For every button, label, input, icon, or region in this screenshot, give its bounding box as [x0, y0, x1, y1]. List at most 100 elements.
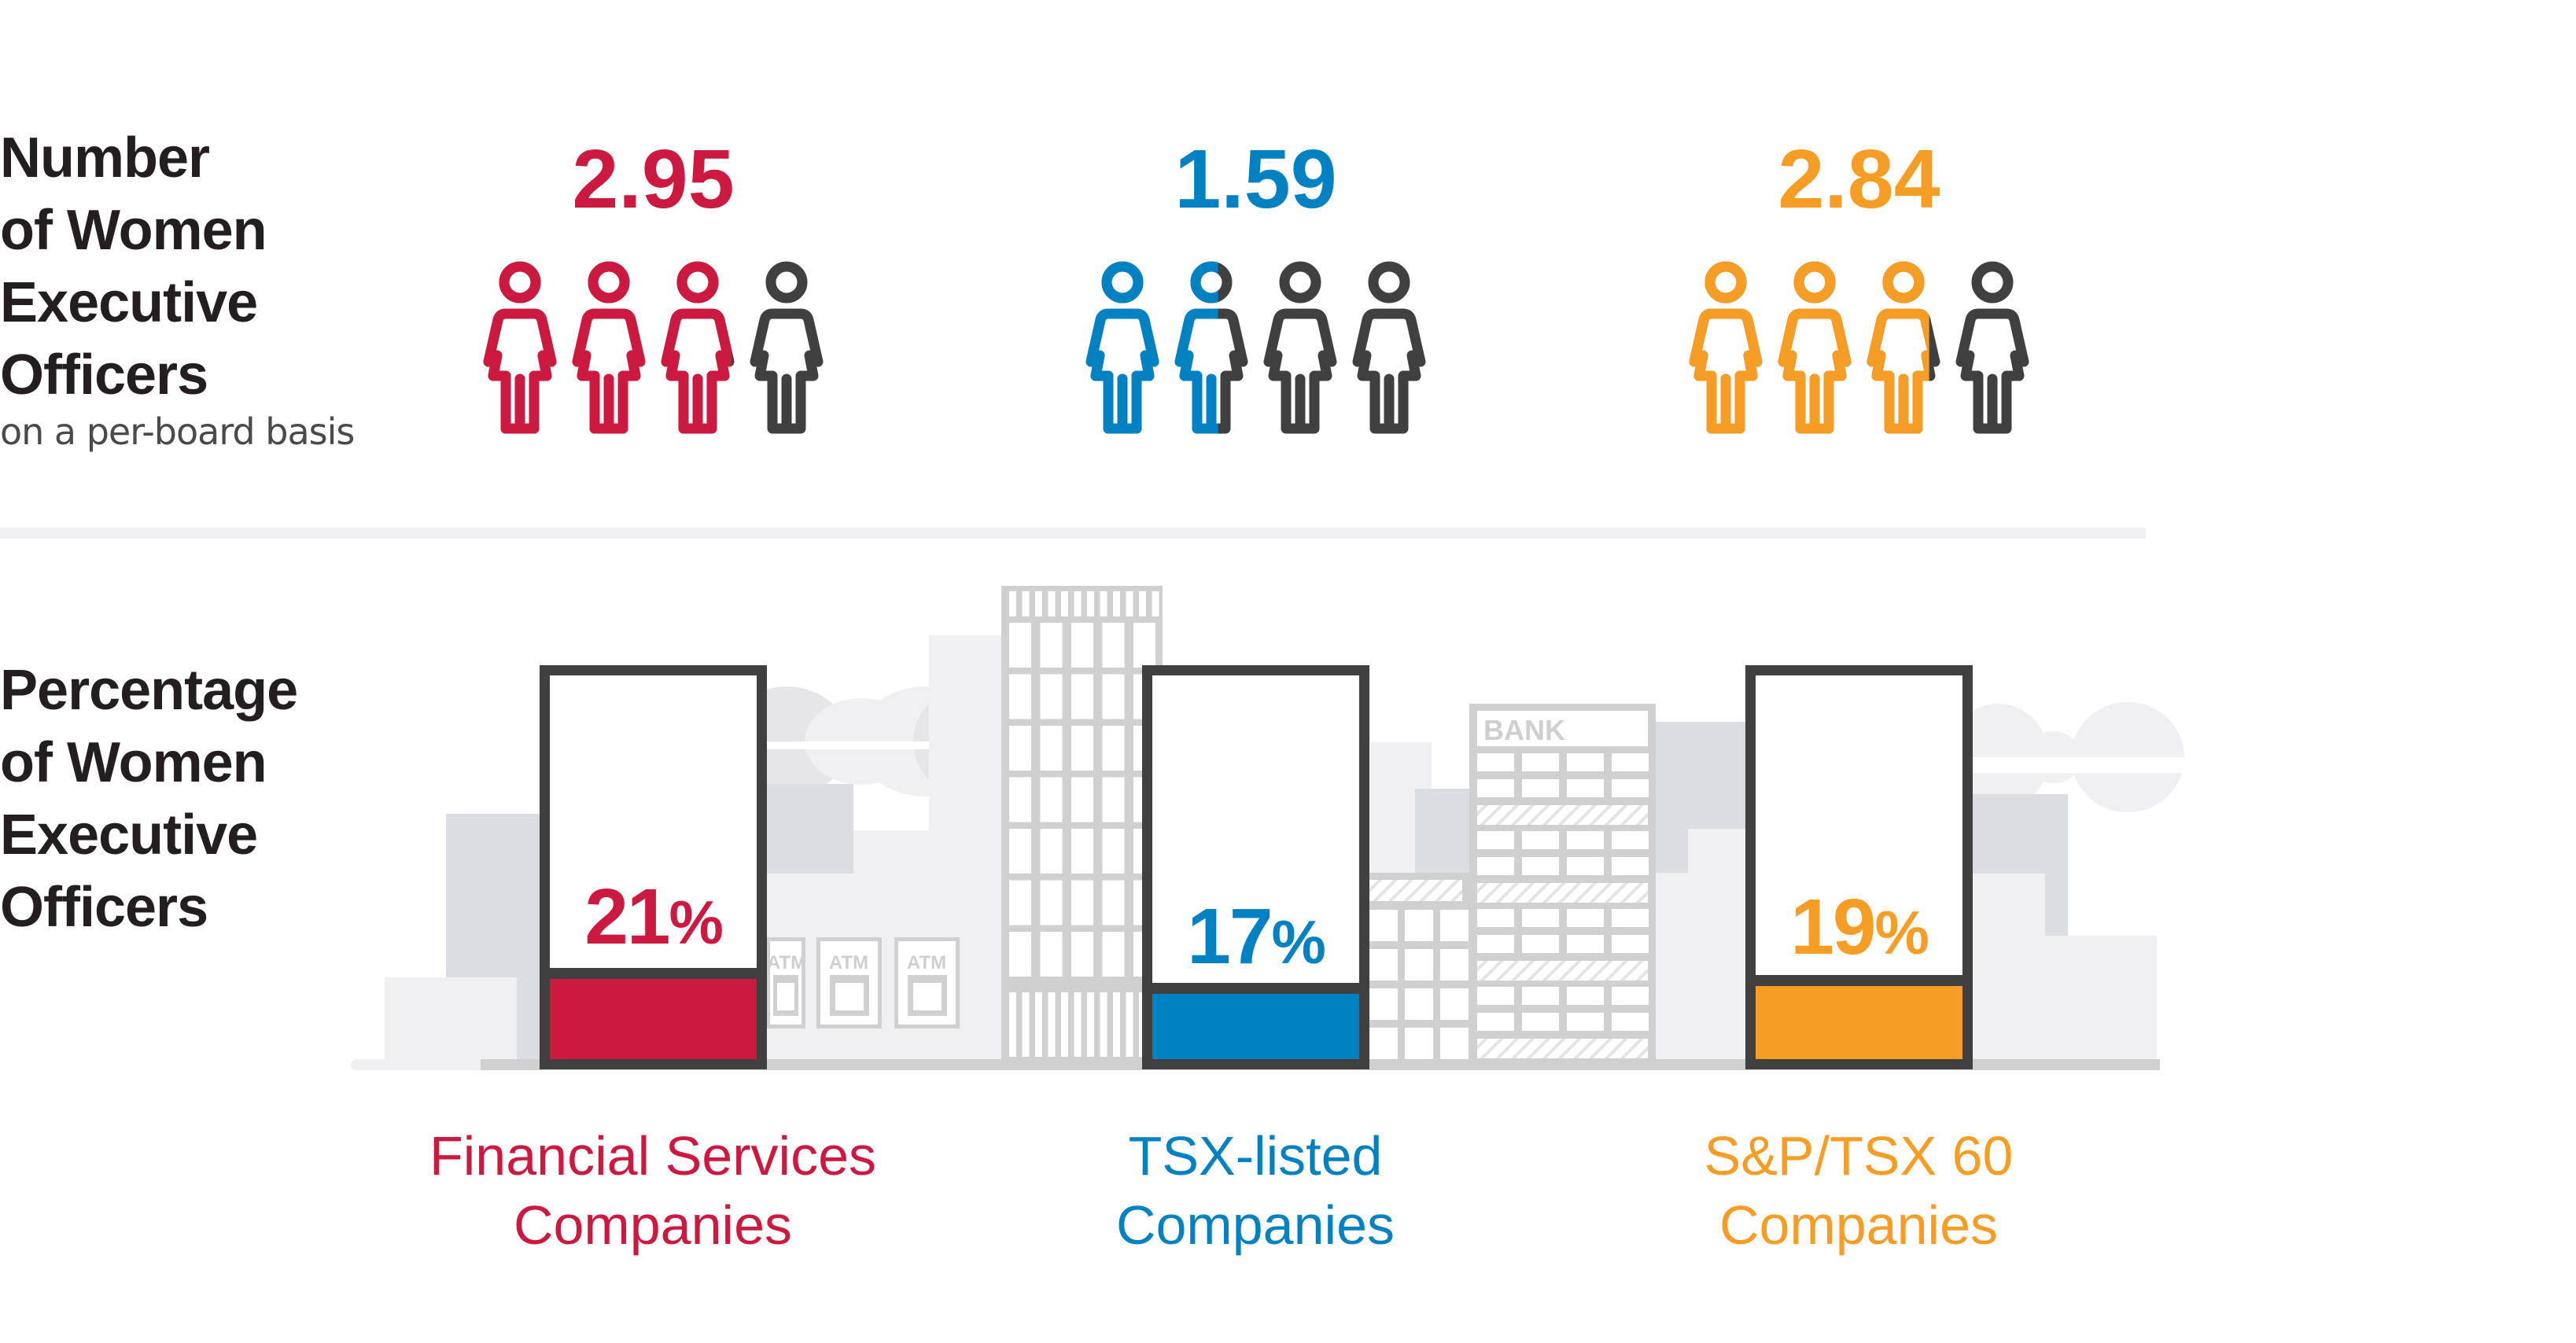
window — [1477, 1013, 1514, 1031]
woman-icon — [1689, 261, 1763, 434]
financial-percentage-value: 21% — [550, 878, 757, 962]
window — [1102, 829, 1125, 874]
window — [1102, 932, 1125, 977]
window — [1440, 1028, 1469, 1059]
window — [1405, 988, 1433, 1020]
window — [1567, 935, 1604, 953]
window — [1009, 932, 1031, 977]
window — [1369, 949, 1398, 981]
window — [1405, 949, 1433, 981]
woman-icon — [1778, 261, 1852, 434]
ground-line — [351, 1059, 485, 1070]
sp-category-label: S&P/TSX 60 Companies — [1583, 1121, 2134, 1260]
window — [1009, 829, 1031, 874]
tsx-percentage-value: 17% — [1152, 897, 1359, 981]
title-line: Officers — [0, 344, 208, 407]
window — [1405, 1028, 1433, 1059]
tall-office-building — [1001, 586, 1163, 1059]
percentage-section-title: Percentage of Women Executive Officers — [0, 654, 298, 944]
financial-icon-row — [482, 261, 824, 434]
woman-icon — [1955, 261, 2029, 434]
building-bg — [1972, 936, 2157, 1070]
woman-icon — [572, 261, 646, 434]
woman-icon — [1263, 261, 1337, 434]
label-line: Financial Services — [429, 1125, 876, 1187]
window — [1522, 753, 1559, 771]
sp-percentage-value: 19% — [1756, 888, 1962, 972]
window — [1477, 805, 1648, 825]
window — [1102, 674, 1125, 719]
window — [1522, 935, 1559, 953]
woman-icon — [750, 261, 824, 434]
window — [1061, 591, 1068, 616]
window — [1100, 591, 1107, 616]
window — [1477, 987, 1514, 1005]
window — [1522, 831, 1559, 849]
window — [1477, 779, 1514, 797]
window — [1074, 591, 1082, 616]
window — [1022, 591, 1030, 616]
window — [1477, 909, 1514, 927]
window — [1567, 779, 1604, 797]
percent-number: 17 — [1187, 892, 1273, 981]
title-line: of Women — [0, 731, 267, 794]
window — [1035, 591, 1042, 616]
label-line: TSX-listed — [1128, 1125, 1383, 1187]
window — [1009, 777, 1031, 822]
building-bg — [385, 977, 517, 1059]
window — [1009, 992, 1016, 1057]
tsx-percentage-bar: 17% — [1142, 665, 1369, 1069]
window — [1126, 591, 1133, 616]
window — [1522, 987, 1559, 1005]
atm-row: ATM ATM ATM — [767, 937, 960, 1028]
title-line: of Women — [0, 199, 267, 262]
window — [1087, 591, 1094, 616]
sp-percentage-bar: 19% — [1745, 665, 1973, 1069]
sp-number-value: 2.84 — [1778, 133, 1940, 226]
window — [1074, 992, 1082, 1057]
window — [1567, 857, 1604, 875]
tsx-bar-fill — [1152, 983, 1359, 1059]
title-line: Officers — [0, 876, 208, 939]
woman-icon — [1085, 261, 1159, 434]
window — [1139, 591, 1146, 616]
window — [1071, 829, 1093, 874]
window — [1113, 591, 1120, 616]
woman-icon — [661, 261, 735, 434]
window — [1612, 909, 1649, 927]
financial-category-label: Financial Services Companies — [378, 1121, 928, 1260]
window — [1612, 987, 1649, 1005]
window — [1102, 777, 1125, 822]
sp-icon-row — [1688, 261, 2030, 434]
window — [1040, 726, 1063, 771]
financial-bar-fill — [550, 967, 757, 1059]
tsx-category-label: TSX-listed Companies — [980, 1121, 1531, 1260]
bank-building: BANK — [1469, 704, 1656, 1059]
title-line: Percentage — [0, 659, 298, 722]
percent-sign: % — [1271, 907, 1325, 977]
window — [1477, 961, 1648, 981]
label-line: Companies — [1719, 1194, 1999, 1256]
window — [1071, 880, 1093, 925]
window — [1152, 591, 1159, 616]
window — [1040, 674, 1063, 719]
window — [1522, 909, 1559, 927]
label-line: S&P/TSX 60 — [1704, 1125, 2014, 1187]
building-bg — [1656, 722, 1688, 873]
atm-label: ATM — [907, 952, 946, 973]
percent-sign: % — [1874, 898, 1929, 967]
window — [1405, 910, 1433, 941]
window — [1040, 880, 1063, 925]
window — [1567, 987, 1604, 1005]
window — [1048, 992, 1056, 1057]
window — [1612, 831, 1649, 849]
window — [1612, 753, 1649, 771]
window — [1440, 949, 1469, 981]
woman-icon — [483, 261, 557, 434]
window — [1477, 935, 1514, 953]
number-section-title: Number of Women Executive Officers — [0, 122, 267, 411]
window — [1040, 623, 1063, 668]
percent-sign: % — [669, 888, 723, 957]
label-line: Companies — [513, 1194, 793, 1256]
